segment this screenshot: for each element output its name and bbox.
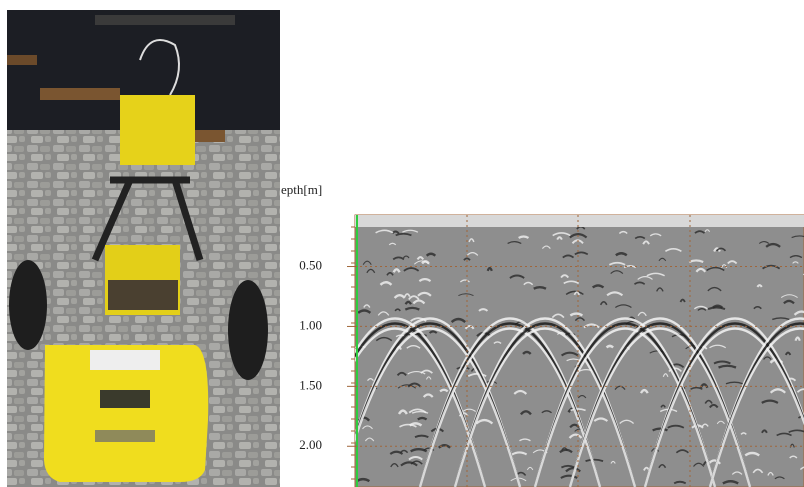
axis-label: epth[m]: [281, 182, 322, 197]
y-tick-label: 0.50: [299, 258, 322, 273]
y-tick-label: 1.00: [299, 317, 322, 332]
photo: [7, 10, 280, 487]
y-tick-label: 2.00: [299, 437, 322, 452]
y-tick-label: 1.50: [299, 377, 322, 392]
figure: epth[m] 0.50 1.00 1.50 2.00: [0, 0, 804, 487]
radargram: [305, 212, 804, 487]
surface: [355, 215, 804, 227]
